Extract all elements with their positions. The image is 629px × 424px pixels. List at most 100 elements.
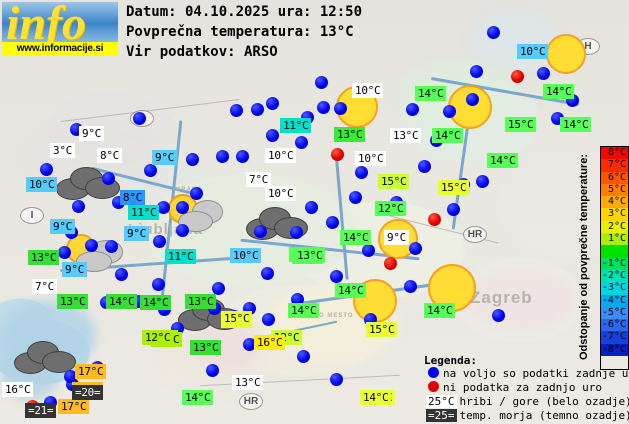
scale-row — [601, 245, 628, 258]
station-dot-available[interactable] — [334, 102, 347, 115]
station-dot-missing[interactable] — [331, 148, 344, 161]
city-label: NOVO MESTO — [303, 313, 354, 319]
station-dot-available[interactable] — [152, 278, 165, 291]
legend: Legenda: na voljo so podatki zadnje ure n… — [424, 354, 629, 424]
station-dot-available[interactable] — [266, 129, 279, 142]
station-dot-available[interactable] — [261, 267, 274, 280]
terrain-blotch — [470, 10, 560, 70]
station-dot-available[interactable] — [157, 201, 170, 214]
station-dot-available[interactable] — [85, 239, 98, 252]
temperature-label: 9°C — [124, 226, 149, 241]
station-dot-available[interactable] — [330, 373, 343, 386]
station-dot-available[interactable] — [176, 224, 189, 237]
temperature-label: 11°C — [165, 249, 197, 264]
station-dot-available[interactable] — [133, 112, 146, 125]
temperature-label: 9°C — [50, 219, 75, 234]
station-dot-available[interactable] — [153, 235, 166, 248]
temperature-label: 14°C — [487, 153, 519, 168]
temperature-label: 10°C — [26, 177, 58, 192]
temperature-label: 10°C — [352, 83, 384, 98]
station-dot-available[interactable] — [186, 153, 199, 166]
station-dot-available[interactable] — [102, 172, 115, 185]
station-dot-available[interactable] — [537, 67, 550, 80]
station-dot-available[interactable] — [297, 350, 310, 363]
station-dot-missing[interactable] — [511, 70, 524, 83]
country-code-badge: HR — [463, 226, 487, 243]
station-dot-available[interactable] — [326, 216, 339, 229]
station-dot-available[interactable] — [406, 103, 419, 116]
scale-row: -8°C — [601, 343, 628, 357]
site-logo[interactable]: info www.informacije.si — [2, 2, 118, 56]
legend-text: temp. morja (temno ozadje) — [459, 409, 629, 422]
station-dot-available[interactable] — [305, 201, 318, 214]
station-dot-available[interactable] — [64, 370, 77, 383]
station-dot-available[interactable] — [236, 150, 249, 163]
temperature-label: 14°C — [340, 230, 372, 245]
station-dot-available[interactable] — [443, 105, 456, 118]
station-dot-available[interactable] — [487, 26, 500, 39]
legend-row: =25= temp. morja (temno ozadje) — [424, 409, 629, 423]
station-dot-available[interactable] — [291, 293, 304, 306]
station-dot-available[interactable] — [212, 282, 225, 295]
station-dot-missing[interactable] — [384, 257, 397, 270]
temperature-deviation-scale: 8°C 7°C 6°C 5°C 4°C 3°C 2°C 1°C -1°C -2°C -3°C -4°C… — [600, 146, 629, 370]
station-dot-available[interactable] — [262, 313, 275, 326]
station-dot-available[interactable] — [206, 364, 219, 377]
station-dot-missing[interactable] — [428, 213, 441, 226]
country-code-badge: I — [20, 207, 44, 224]
temperature-label: 9°C — [384, 230, 409, 245]
temperature-label: 10°C — [265, 148, 297, 163]
station-dot-available[interactable] — [409, 242, 422, 255]
station-dot-available[interactable] — [315, 76, 328, 89]
scale-row: -7°C — [601, 331, 628, 344]
station-dot-available[interactable] — [216, 150, 229, 163]
station-dot-available[interactable] — [349, 191, 362, 204]
station-dot-available[interactable] — [58, 246, 71, 259]
station-dot-available[interactable] — [266, 97, 279, 110]
station-dot-available[interactable] — [72, 200, 85, 213]
station-dot-available[interactable] — [290, 226, 303, 239]
station-dot-available[interactable] — [295, 136, 308, 149]
temperature-label: 16°C — [2, 382, 34, 397]
sea-temperature-label: =21= — [25, 403, 57, 418]
scale-row: -3°C — [601, 282, 628, 295]
station-dot-available[interactable] — [40, 163, 53, 176]
station-dot-available[interactable] — [243, 338, 256, 351]
temperature-label: 15°C — [221, 311, 253, 326]
station-dot-available[interactable] — [254, 225, 267, 238]
station-dot-available[interactable] — [105, 240, 118, 253]
station-dot-available[interactable] — [230, 104, 243, 117]
station-dot-available[interactable] — [404, 280, 417, 293]
station-dot-available[interactable] — [466, 93, 479, 106]
station-dot-available[interactable] — [492, 309, 505, 322]
station-dot-available[interactable] — [447, 203, 460, 216]
station-dot-available[interactable] — [251, 103, 264, 116]
temperature-label: 13°C — [334, 127, 366, 142]
city-label: Zagreb — [470, 288, 533, 307]
legend-row: na voljo so podatki zadnje ure — [424, 367, 629, 381]
temperature-label: 13°C — [190, 340, 222, 355]
station-dot-available[interactable] — [476, 175, 489, 188]
station-dot-available[interactable] — [115, 268, 128, 281]
station-dot-available[interactable] — [144, 164, 157, 177]
logo-url: www.informacije.si — [2, 42, 118, 56]
station-dot-available[interactable] — [317, 101, 330, 114]
station-dot-available[interactable] — [418, 160, 431, 173]
legend-row: ni podatka za zadnjo uro — [424, 381, 629, 395]
station-dot-available[interactable] — [470, 65, 483, 78]
scale-row: 5°C — [601, 183, 628, 197]
station-dot-available[interactable] — [362, 244, 375, 257]
temperature-label: 7°C — [32, 279, 57, 294]
station-dot-available[interactable] — [190, 187, 203, 200]
temperature-label: 15°C — [366, 322, 398, 337]
temperature-label: 14°C — [543, 84, 575, 99]
station-dot-available[interactable] — [330, 270, 343, 283]
scale-row: 7°C — [601, 159, 628, 172]
dark-chip: =25= — [426, 409, 457, 422]
station-dot-available[interactable] — [355, 166, 368, 179]
scale-row: 6°C — [601, 171, 628, 184]
scale-row: 8°C — [601, 147, 628, 160]
temperature-label: 14°C — [432, 128, 464, 143]
station-dot-available[interactable] — [176, 201, 189, 214]
temperature-label: 14°C — [288, 303, 320, 318]
